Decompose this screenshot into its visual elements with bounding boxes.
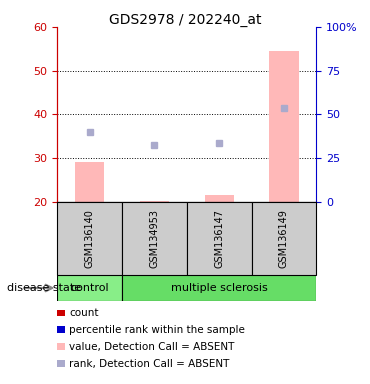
Text: GSM136147: GSM136147 bbox=[214, 209, 224, 268]
Text: GSM134953: GSM134953 bbox=[149, 209, 159, 268]
Bar bbox=[57, 202, 122, 275]
Text: rank, Detection Call = ABSENT: rank, Detection Call = ABSENT bbox=[69, 359, 229, 369]
Bar bbox=[140, 201, 169, 202]
Bar bbox=[269, 51, 299, 202]
Bar bbox=[187, 202, 252, 275]
Bar bbox=[122, 275, 316, 301]
Bar bbox=[205, 195, 234, 202]
Bar bbox=[75, 162, 104, 202]
Text: GSM136149: GSM136149 bbox=[279, 209, 289, 268]
Bar bbox=[57, 275, 122, 301]
Text: GDS2978 / 202240_at: GDS2978 / 202240_at bbox=[109, 13, 261, 27]
Text: percentile rank within the sample: percentile rank within the sample bbox=[69, 325, 245, 335]
Text: value, Detection Call = ABSENT: value, Detection Call = ABSENT bbox=[69, 342, 235, 352]
Text: disease state: disease state bbox=[7, 283, 81, 293]
Text: count: count bbox=[69, 308, 99, 318]
Bar bbox=[252, 202, 316, 275]
Text: GSM136140: GSM136140 bbox=[85, 209, 95, 268]
Bar bbox=[122, 202, 187, 275]
Text: multiple sclerosis: multiple sclerosis bbox=[171, 283, 268, 293]
Text: control: control bbox=[70, 283, 109, 293]
